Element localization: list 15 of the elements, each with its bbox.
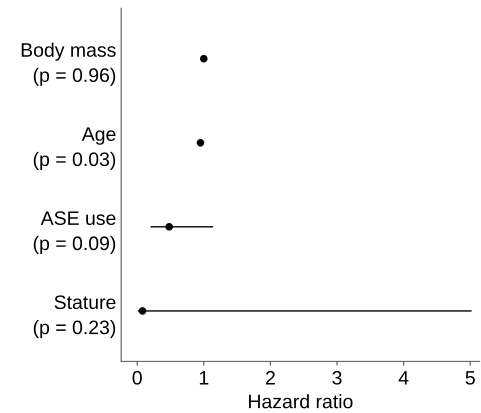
x-tick-label: 4 xyxy=(398,371,408,384)
y-tick-label: Age (p = 0.03) xyxy=(34,127,116,170)
y-tick-label: ASE use (p = 0.09) xyxy=(34,211,116,254)
x-tick-label: 0 xyxy=(132,370,142,385)
point xyxy=(200,54,208,63)
y-tick-label: Stature (p = 0.23) xyxy=(34,295,116,338)
point xyxy=(165,223,173,231)
point xyxy=(196,138,204,147)
point xyxy=(138,307,146,315)
x-tick-label: 1 xyxy=(200,371,208,384)
x-tick-label: 3 xyxy=(332,370,342,385)
y-tick-label: Body mass (p = 0.96) xyxy=(22,42,116,86)
x-tick-label: 5 xyxy=(466,371,475,385)
x-tick-label: 2 xyxy=(266,370,275,384)
x-axis-title: Hazard ratio xyxy=(249,394,353,408)
